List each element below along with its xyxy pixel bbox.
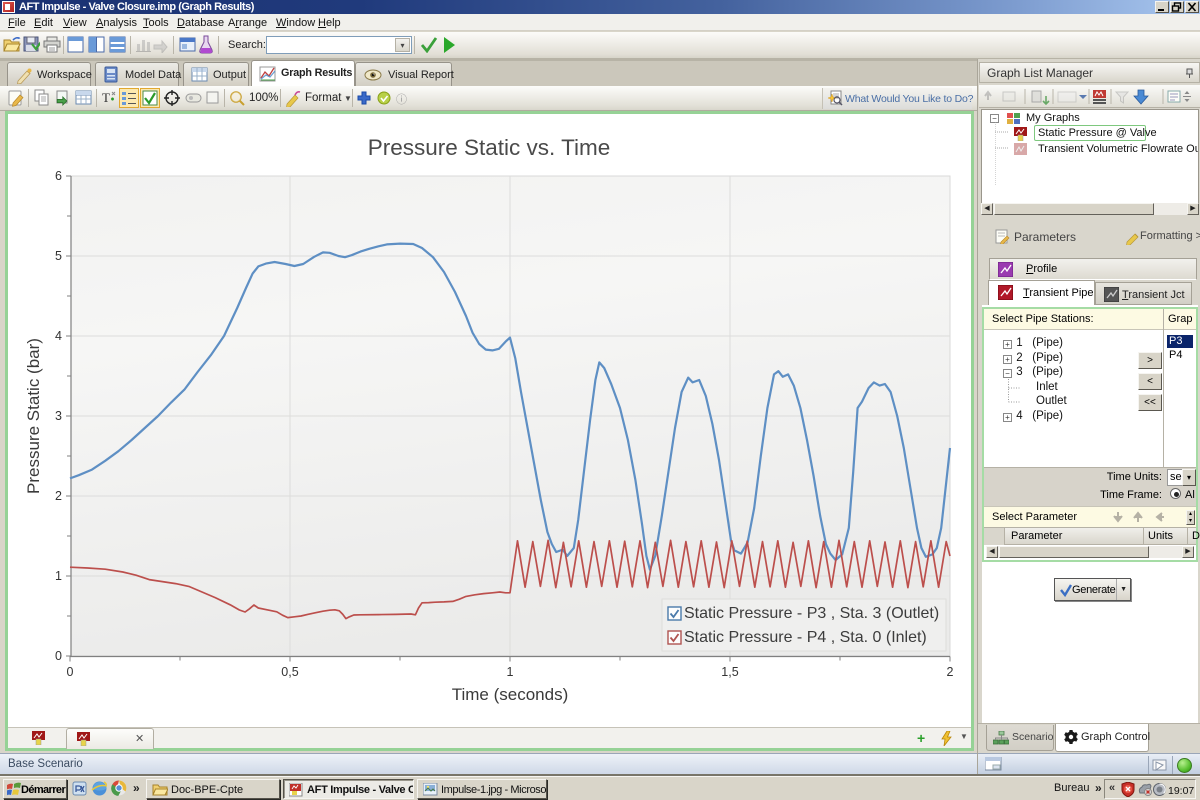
svg-text:0: 0: [67, 665, 74, 679]
svg-text:2: 2: [947, 665, 954, 679]
svg-text:0: 0: [55, 649, 62, 663]
svg-text:3: 3: [55, 409, 62, 423]
svg-text:2: 2: [55, 489, 62, 503]
svg-text:0,5: 0,5: [281, 665, 298, 679]
svg-text:6: 6: [55, 169, 62, 183]
svg-text:1,5: 1,5: [721, 665, 738, 679]
svg-text:1: 1: [507, 665, 514, 679]
svg-text:4: 4: [55, 329, 62, 343]
svg-text:1: 1: [55, 569, 62, 583]
svg-text:Pressure Static (bar): Pressure Static (bar): [24, 338, 43, 494]
svg-text:Time (seconds): Time (seconds): [452, 685, 569, 704]
svg-text:Static Pressure - P4 , Sta. 0: Static Pressure - P4 , Sta. 0 (Inlet): [684, 629, 927, 646]
svg-text:T: T: [102, 90, 110, 105]
svg-text:Static Pressure - P3 , Sta. 3: Static Pressure - P3 , Sta. 3 (Outlet): [684, 605, 939, 622]
svg-text:Pressure Static vs. Time: Pressure Static vs. Time: [368, 135, 611, 160]
svg-text:5: 5: [55, 249, 62, 263]
